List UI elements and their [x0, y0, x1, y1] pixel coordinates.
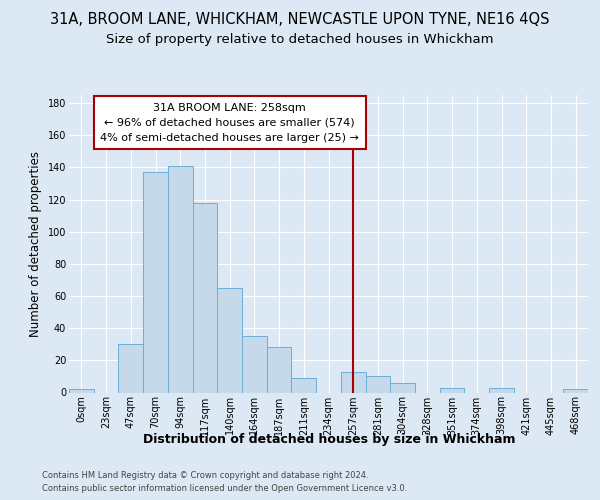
Text: Contains public sector information licensed under the Open Government Licence v3: Contains public sector information licen… [42, 484, 407, 493]
Bar [242, 336, 267, 392]
Bar [390, 383, 415, 392]
Bar [217, 288, 242, 393]
Bar [341, 372, 365, 392]
Bar [143, 172, 168, 392]
Text: Distribution of detached houses by size in Whickham: Distribution of detached houses by size … [143, 432, 515, 446]
Bar [118, 344, 143, 393]
Bar [69, 390, 94, 392]
Text: Size of property relative to detached houses in Whickham: Size of property relative to detached ho… [106, 34, 494, 46]
Bar [440, 388, 464, 392]
Bar [267, 348, 292, 393]
Bar [365, 376, 390, 392]
Bar [193, 202, 217, 392]
Bar [292, 378, 316, 392]
Text: 31A, BROOM LANE, WHICKHAM, NEWCASTLE UPON TYNE, NE16 4QS: 31A, BROOM LANE, WHICKHAM, NEWCASTLE UPO… [50, 12, 550, 28]
Text: 31A BROOM LANE: 258sqm
← 96% of detached houses are smaller (574)
4% of semi-det: 31A BROOM LANE: 258sqm ← 96% of detached… [100, 103, 359, 142]
Bar [489, 388, 514, 392]
Bar [563, 390, 588, 392]
Bar [168, 166, 193, 392]
Y-axis label: Number of detached properties: Number of detached properties [29, 151, 42, 337]
Text: Contains HM Land Registry data © Crown copyright and database right 2024.: Contains HM Land Registry data © Crown c… [42, 471, 368, 480]
